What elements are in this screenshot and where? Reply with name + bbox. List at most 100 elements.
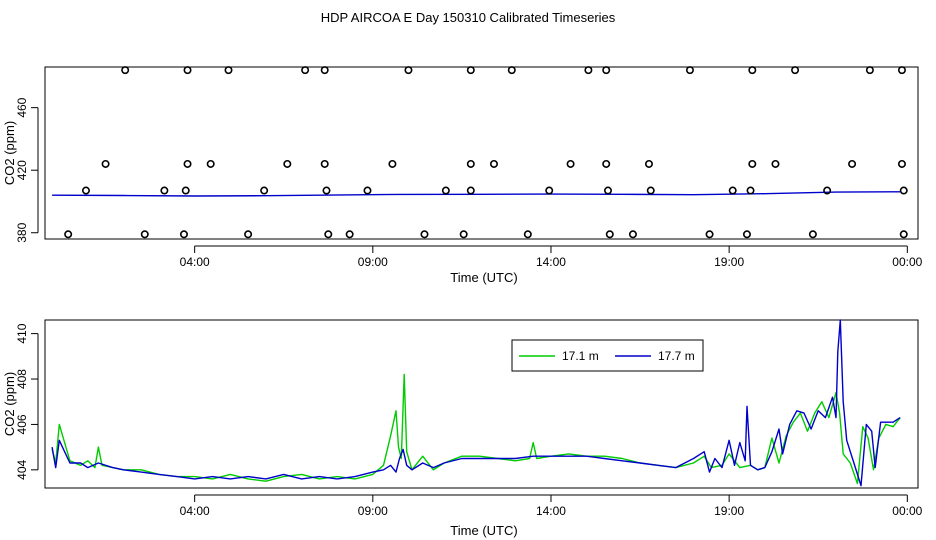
top-x-tick-label: 04:00 [180,255,210,269]
calibration-point-top [507,66,516,75]
top-y-axis: 380 420 460 [15,97,39,243]
calibration-point-top [791,66,800,75]
calibration-point-upper [602,159,611,168]
calibration-point-middle [322,186,331,195]
bottom-y-axis: 404 406 408 410 [15,323,39,480]
calibration-point-middle [181,186,190,195]
calibration-point-top [466,66,475,75]
calibration-point-upper [897,159,906,168]
top-x-axis-label: Time (UTC) [450,270,517,285]
calibration-point-upper [748,159,757,168]
calibration-point-upper [644,159,653,168]
bottom-x-tick-label: 00:00 [892,504,922,518]
calibration-point-bottom [459,230,468,239]
series-line-17-7-m [51,319,901,487]
top-circle-series [64,66,908,239]
calibration-point-bottom [523,230,532,239]
top-y-axis-label: CO2 (ppm) [2,121,17,185]
top-x-tick-label: 14:00 [536,255,566,269]
calibration-point-upper [848,159,857,168]
legend-label-17-1m: 17.1 m [562,349,599,363]
bottom-y-tick-label: 408 [15,369,29,389]
calibration-point-top [865,66,874,75]
top-plot-frame [44,66,919,240]
calibration-point-middle [746,186,755,195]
calibration-point-middle [899,186,908,195]
calibration-point-middle [545,186,554,195]
calibration-point-top [183,66,192,75]
calibration-point-middle [603,186,612,195]
top-x-tick-label: 19:00 [714,255,744,269]
top-series-line-0 [52,191,901,197]
bottom-y-axis-label: CO2 (ppm) [2,372,17,436]
calibration-point-upper [489,159,498,168]
calibration-point-bottom [705,230,714,239]
calibration-point-middle [646,186,655,195]
legend-label-17-7m: 17.7 m [658,349,695,363]
calibration-point-middle [441,186,450,195]
calibration-point-middle [363,186,372,195]
calibration-point-upper [320,159,329,168]
calibration-point-bottom [345,230,354,239]
series-line-17-1-m [51,373,901,485]
calibration-point-top [584,66,593,75]
top-y-tick-label: 380 [15,222,29,242]
calibration-point-upper [206,159,215,168]
bottom-panel: 04:00 09:00 14:00 19:00 00:00 404 406 408 410 T… [2,319,923,538]
bottom-x-tick-label: 04:00 [180,504,210,518]
bottom-x-tick-label: 14:00 [536,504,566,518]
bottom-x-tick-label: 19:00 [714,504,744,518]
calibration-point-bottom [899,230,908,239]
calibration-point-upper [566,159,575,168]
calibration-point-bottom [742,230,751,239]
calibration-point-upper [466,159,475,168]
top-panel: 04:00 09:00 14:00 19:00 00:00 380 420 460 Time… [2,66,923,285]
calibration-point-top [748,66,757,75]
calibration-point-upper [283,159,292,168]
calibration-point-middle [160,186,169,195]
bottom-x-tick-label: 09:00 [358,504,388,518]
bottom-plot-frame [44,319,919,489]
calibration-point-bottom [64,230,73,239]
calibration-point-bottom [808,230,817,239]
calibration-point-middle [823,186,832,195]
bottom-y-tick-label: 410 [15,323,29,343]
top-y-tick-label: 420 [15,160,29,180]
bottom-y-tick-label: 406 [15,414,29,434]
calibration-point-top [320,66,329,75]
top-x-axis: 04:00 09:00 14:00 19:00 00:00 [180,245,923,269]
calibration-point-top [404,66,413,75]
calibration-point-middle [466,186,475,195]
calibration-point-bottom [324,230,333,239]
calibration-point-bottom [140,230,149,239]
top-x-tick-label: 00:00 [892,255,922,269]
top-x-tick-label: 09:00 [358,255,388,269]
calibration-point-middle [260,186,269,195]
bottom-line-series [51,319,901,487]
chart-title: HDP AIRCOA E Day 150310 Calibrated Times… [321,10,616,25]
legend: 17.1 m 17.7 m [511,339,704,372]
top-line-series [52,191,901,197]
calibration-point-upper [101,159,110,168]
calibration-point-bottom [179,230,188,239]
calibration-point-middle [81,186,90,195]
calibration-point-top [602,66,611,75]
calibration-point-top [121,66,130,75]
calibration-point-middle [728,186,737,195]
bottom-y-tick-label: 404 [15,460,29,480]
calibration-point-top [685,66,694,75]
calibration-point-bottom [628,230,637,239]
bottom-x-axis-label: Time (UTC) [450,523,517,538]
calibration-point-bottom [244,230,253,239]
bottom-x-axis: 04:00 09:00 14:00 19:00 00:00 [180,494,923,518]
calibration-point-bottom [605,230,614,239]
calibration-point-upper [388,159,397,168]
top-y-tick-label: 460 [15,97,29,117]
calibration-point-upper [771,159,780,168]
calibration-point-top [897,66,906,75]
calibration-point-upper [183,159,192,168]
calibration-point-bottom [420,230,429,239]
calibration-point-top [224,66,233,75]
calibration-point-top [301,66,310,75]
